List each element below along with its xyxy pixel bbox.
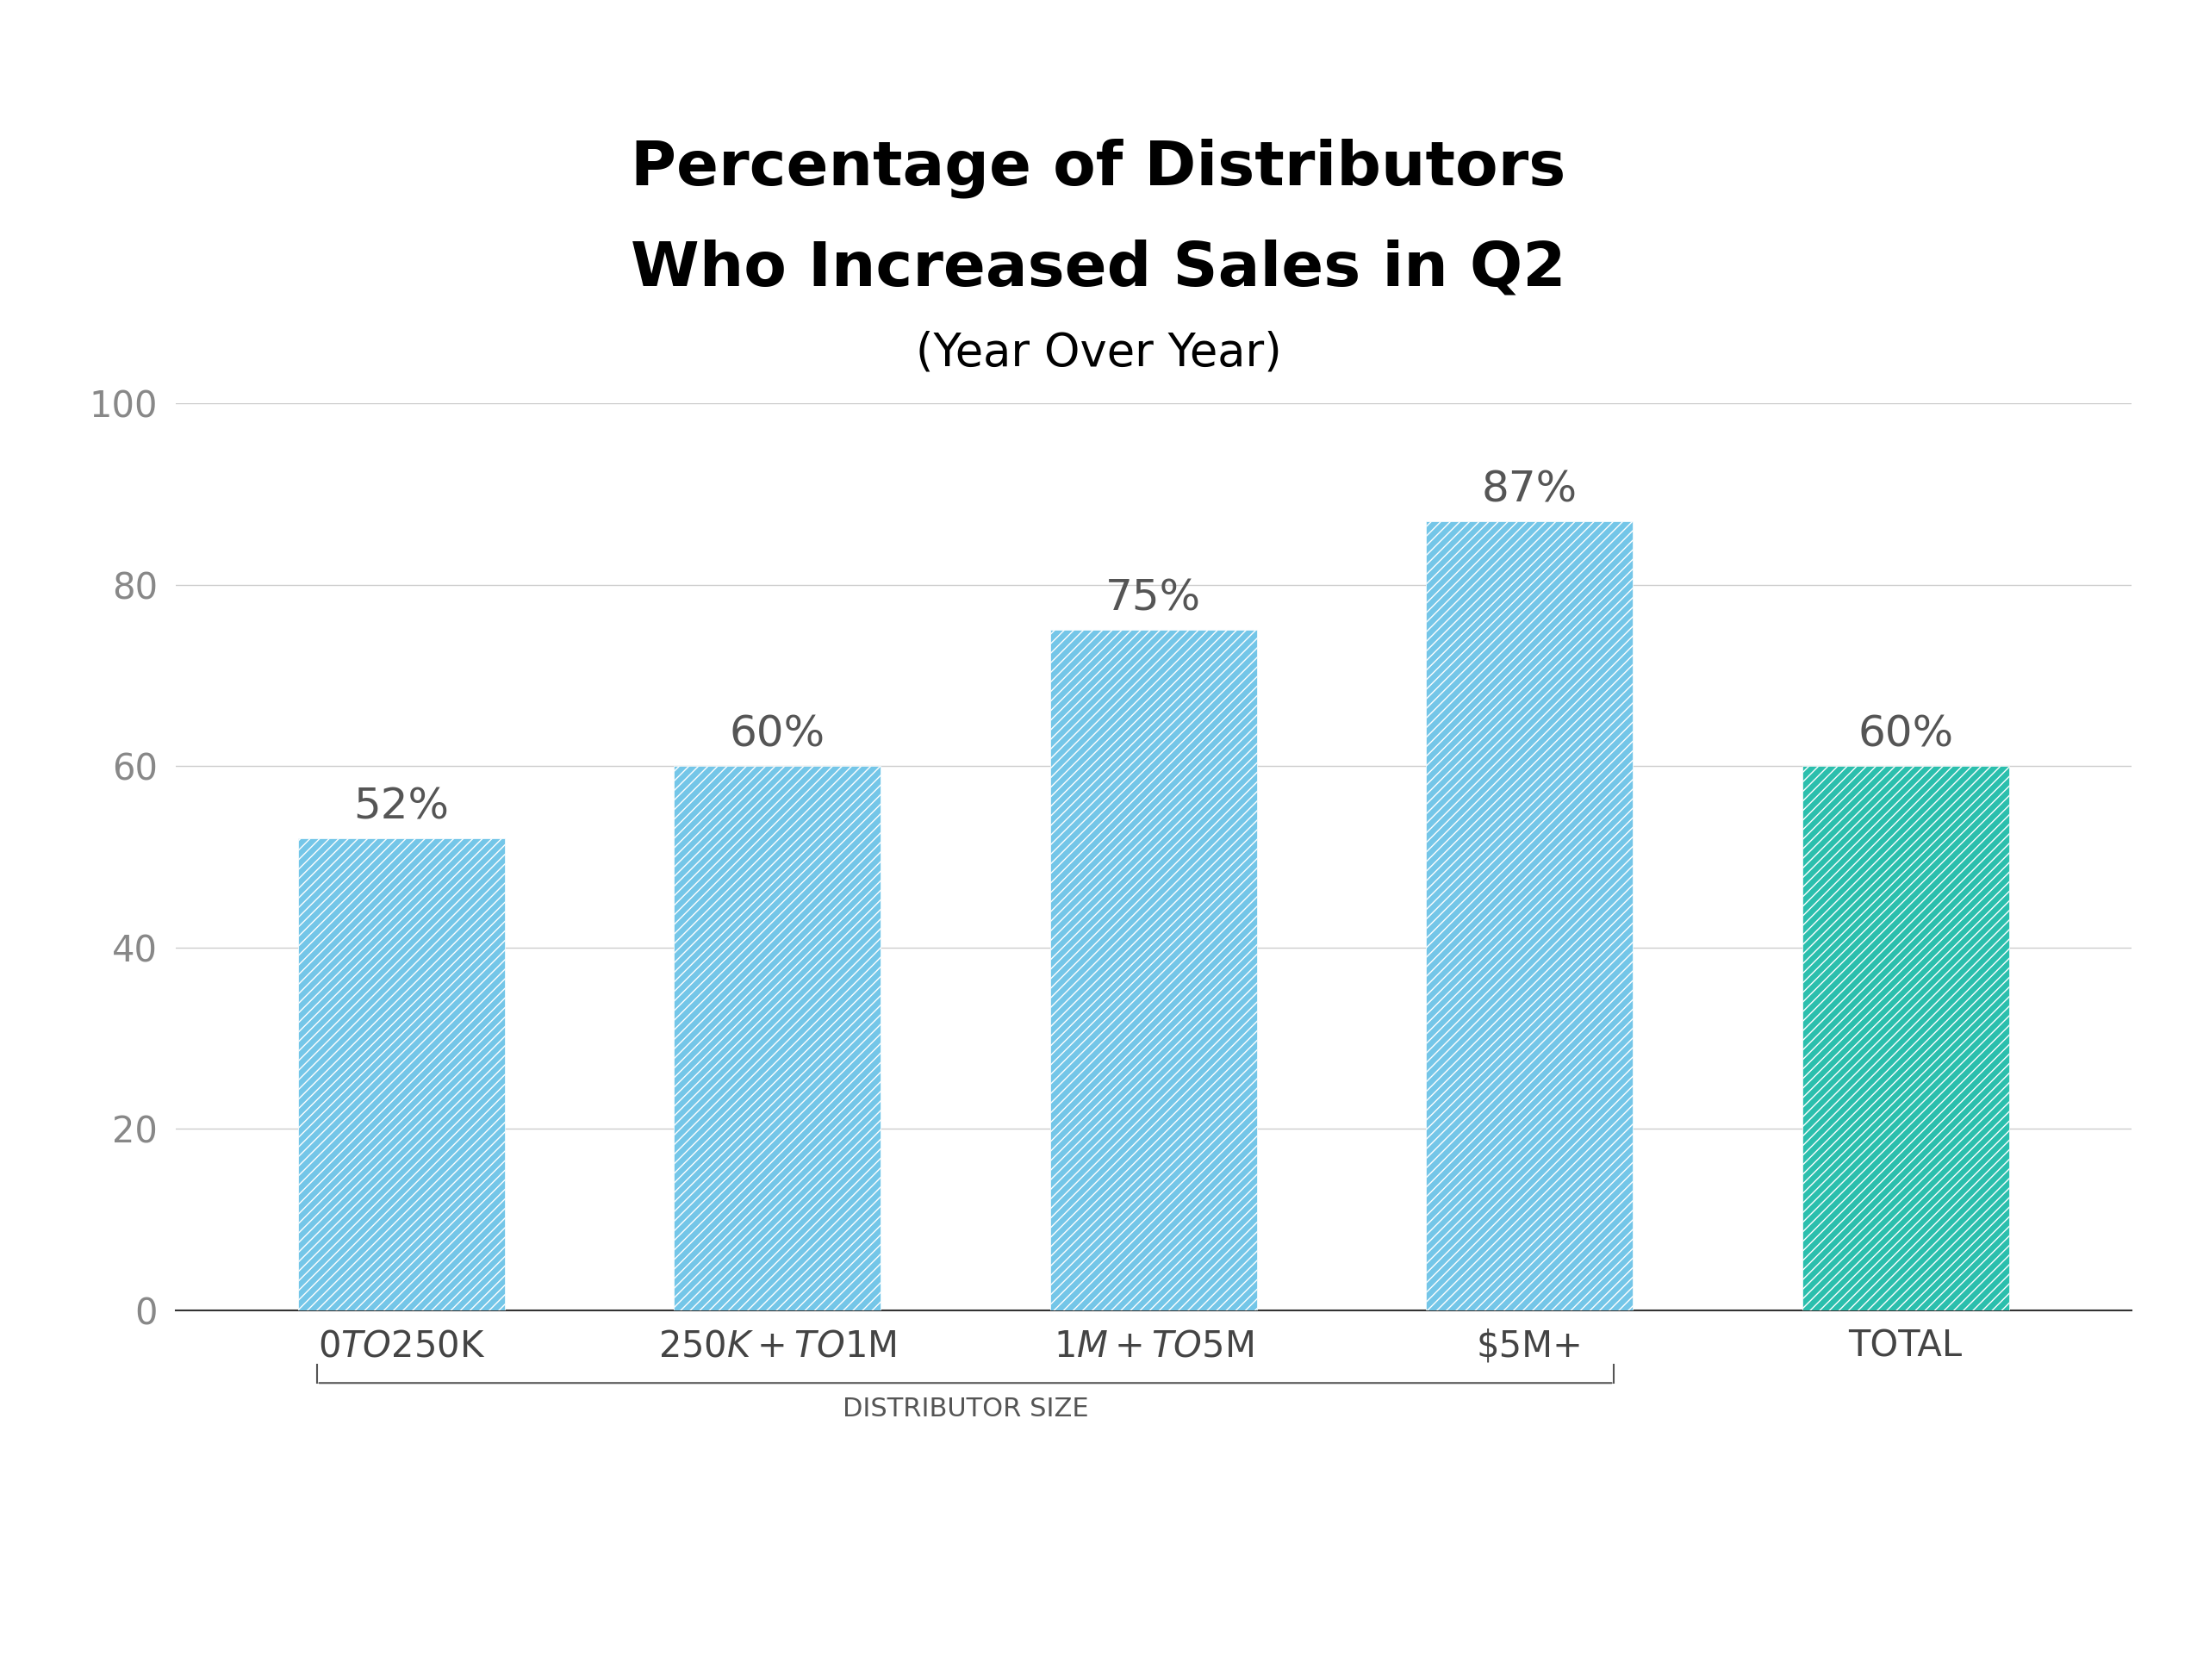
Bar xyxy=(1050,630,1257,1310)
Text: 52%: 52% xyxy=(354,786,448,828)
Text: DISTRIBUTOR SIZE: DISTRIBUTOR SIZE xyxy=(841,1396,1088,1421)
Text: 87%: 87% xyxy=(1481,469,1577,511)
Bar xyxy=(1802,766,2008,1310)
Text: 60%: 60% xyxy=(1859,714,1953,756)
Text: 75%: 75% xyxy=(1105,578,1202,620)
Text: 60%: 60% xyxy=(729,714,826,756)
Text: (Year Over Year): (Year Over Year) xyxy=(916,331,1281,375)
Bar xyxy=(299,838,505,1310)
Text: Who Increased Sales in Q2: Who Increased Sales in Q2 xyxy=(631,239,1566,299)
Text: Percentage of Distributors: Percentage of Distributors xyxy=(631,138,1566,198)
Bar xyxy=(1426,521,1632,1310)
Bar xyxy=(674,766,881,1310)
